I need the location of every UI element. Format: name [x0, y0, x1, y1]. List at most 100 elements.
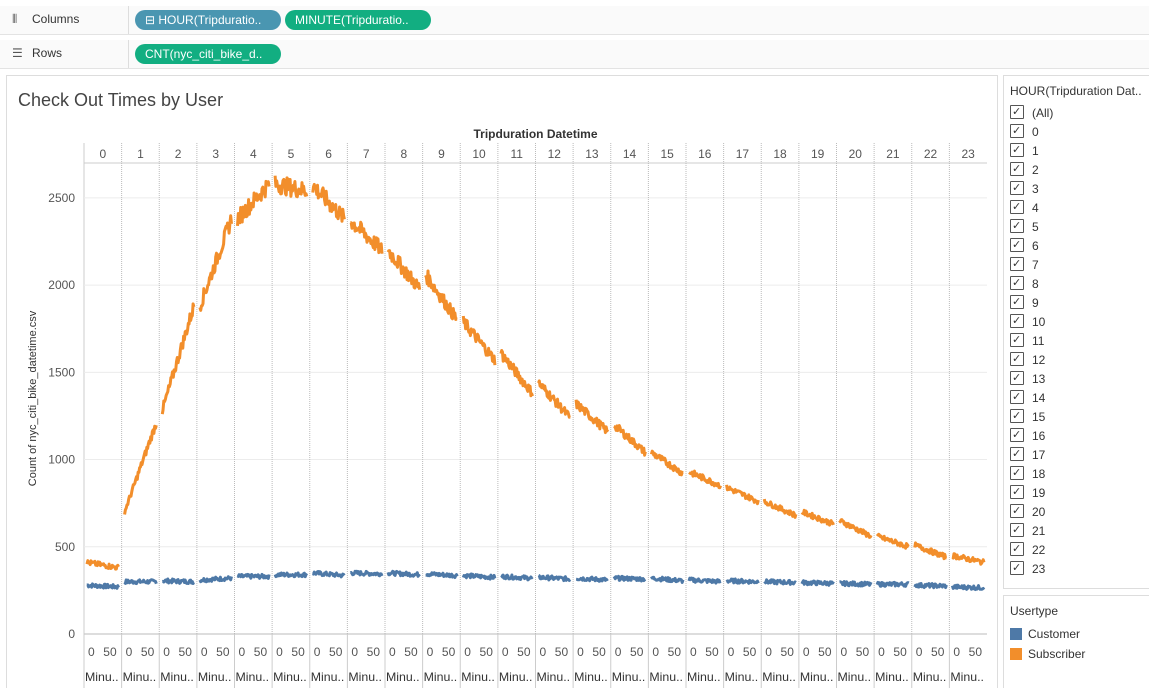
hour-header-label: 19: [811, 147, 825, 161]
checkbox-checked-icon[interactable]: [1010, 179, 1024, 198]
checkbox-checked-icon[interactable]: [1010, 464, 1024, 483]
subscriber-line: [838, 518, 873, 539]
checkbox-checked-icon[interactable]: [1010, 141, 1024, 160]
filter-item[interactable]: 23: [1004, 559, 1149, 579]
customer-line: [386, 569, 421, 578]
hour-header-label: 0: [99, 147, 106, 161]
filter-item[interactable]: 2: [1004, 160, 1149, 180]
y-tick-label: 0: [68, 627, 75, 641]
subscriber-line: [649, 449, 684, 477]
minute-axis-label: Minu..: [424, 670, 458, 684]
checkbox-checked-icon[interactable]: [1010, 540, 1024, 559]
checkbox-checked-icon[interactable]: [1010, 407, 1024, 426]
filter-item-label: 16: [1032, 429, 1046, 443]
checkbox-checked-icon[interactable]: [1010, 274, 1024, 293]
hour-header-label: 23: [962, 147, 976, 161]
checkbox-checked-icon[interactable]: [1010, 122, 1024, 141]
checkbox-checked-icon[interactable]: [1010, 426, 1024, 445]
filter-item[interactable]: 17: [1004, 445, 1149, 465]
filter-item[interactable]: (All): [1004, 103, 1149, 123]
checkbox-checked-icon[interactable]: [1010, 160, 1024, 179]
minute-tick-label: 0: [427, 645, 434, 659]
filter-item[interactable]: 5: [1004, 217, 1149, 237]
filter-item[interactable]: 21: [1004, 521, 1149, 541]
filter-item[interactable]: 16: [1004, 426, 1149, 446]
filter-item[interactable]: 11: [1004, 331, 1149, 351]
filter-item-label: 1: [1032, 144, 1039, 158]
filter-item[interactable]: 19: [1004, 483, 1149, 503]
header-title: Tripduration Datetime: [473, 127, 597, 141]
checkbox-checked-icon[interactable]: [1010, 198, 1024, 217]
hour-header-label: 6: [325, 147, 332, 161]
minute-axis-label: Minu..: [800, 670, 834, 684]
checkbox-checked-icon[interactable]: [1010, 559, 1024, 578]
hour-header-label: 13: [585, 147, 599, 161]
checkbox-checked-icon[interactable]: [1010, 350, 1024, 369]
checkbox-checked-icon[interactable]: [1010, 293, 1024, 312]
checkbox-checked-icon[interactable]: [1010, 312, 1024, 331]
checkbox-checked-icon[interactable]: [1010, 236, 1024, 255]
filter-item[interactable]: 9: [1004, 293, 1149, 313]
minute-tick-label: 50: [705, 645, 719, 659]
checkbox-checked-icon[interactable]: [1010, 331, 1024, 350]
subscriber-line: [273, 175, 309, 199]
filter-item[interactable]: 14: [1004, 388, 1149, 408]
customer-line: [913, 582, 948, 590]
hour-header-label: 3: [212, 147, 219, 161]
filter-item-label: 17: [1032, 448, 1046, 462]
customer-line: [500, 573, 534, 582]
minute-axis-label: Minu..: [198, 670, 232, 684]
checkbox-checked-icon[interactable]: [1010, 369, 1024, 388]
minute-tick-label: 0: [502, 645, 509, 659]
minute-pill[interactable]: MINUTE(Tripduratio..: [285, 10, 431, 30]
minute-tick-label: 0: [878, 645, 885, 659]
filter-item-label: 13: [1032, 372, 1046, 386]
filter-item[interactable]: 22: [1004, 540, 1149, 560]
filter-item[interactable]: 0: [1004, 122, 1149, 142]
filter-item[interactable]: 20: [1004, 502, 1149, 522]
customer-line: [575, 575, 609, 583]
filter-item-label: 0: [1032, 125, 1039, 139]
checkbox-checked-icon[interactable]: [1010, 502, 1024, 521]
minute-tick-label: 0: [803, 645, 810, 659]
filter-item[interactable]: 6: [1004, 236, 1149, 256]
filter-item[interactable]: 15: [1004, 407, 1149, 427]
y-tick-label: 500: [55, 540, 75, 554]
filter-item[interactable]: 13: [1004, 369, 1149, 389]
count-pill[interactable]: CNT(nyc_citi_bike_d..: [135, 44, 281, 64]
minute-tick-label: 0: [690, 645, 697, 659]
filter-item[interactable]: 8: [1004, 274, 1149, 294]
filter-item-label: 14: [1032, 391, 1046, 405]
filter-item[interactable]: 12: [1004, 350, 1149, 370]
checkbox-checked-icon[interactable]: [1010, 483, 1024, 502]
filter-list: (All)01234567891011121314151617181920212…: [1004, 103, 1149, 579]
filter-item[interactable]: 4: [1004, 198, 1149, 218]
subscriber-line: [537, 379, 571, 419]
minute-tick-label: 0: [389, 645, 396, 659]
minute-axis-label: Minu..: [950, 670, 984, 684]
checkbox-checked-icon[interactable]: [1010, 521, 1024, 540]
checkbox-checked-icon[interactable]: [1010, 217, 1024, 236]
minute-tick-label: 50: [442, 645, 456, 659]
checkbox-checked-icon[interactable]: [1010, 388, 1024, 407]
minute-tick-label: 0: [652, 645, 659, 659]
minute-axis-label: Minu..: [123, 670, 157, 684]
filter-item[interactable]: 3: [1004, 179, 1149, 199]
rows-shelf-label: ☰ Rows: [12, 46, 63, 60]
minute-tick-label: 50: [254, 645, 268, 659]
customer-line: [123, 578, 158, 586]
y-tick-label: 2500: [48, 191, 75, 205]
hour-header-label: 8: [400, 147, 407, 161]
filter-item[interactable]: 18: [1004, 464, 1149, 484]
hour-pill[interactable]: ⊟ HOUR(Tripduratio..: [135, 10, 281, 30]
checkbox-checked-icon[interactable]: [1010, 255, 1024, 274]
filter-item[interactable]: 7: [1004, 255, 1149, 275]
checkbox-checked-icon[interactable]: [1010, 445, 1024, 464]
columns-shelf: ⦀ Columns ⊟ HOUR(Tripduratio.. MINUTE(Tri…: [0, 6, 1149, 35]
filter-item[interactable]: 1: [1004, 141, 1149, 161]
legend-item[interactable]: Subscriber: [1004, 644, 1149, 664]
checkbox-checked-icon[interactable]: [1010, 103, 1024, 122]
y-axis-title: Count of nyc_citi_bike_datetime.csv: [27, 310, 39, 486]
filter-item[interactable]: 10: [1004, 312, 1149, 332]
legend-item[interactable]: Customer: [1004, 624, 1149, 644]
